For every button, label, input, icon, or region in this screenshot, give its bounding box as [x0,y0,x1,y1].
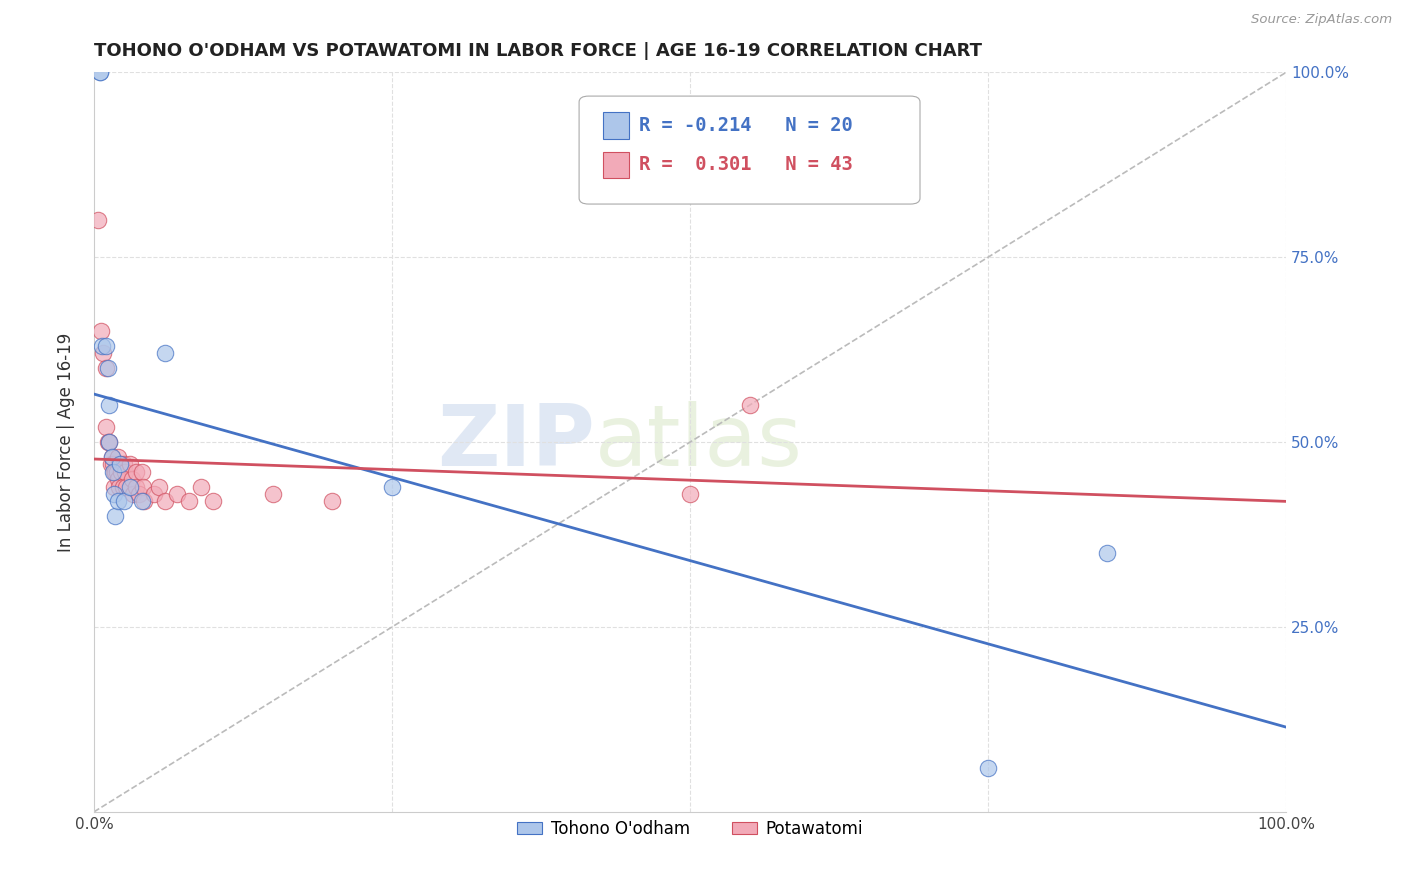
Point [190,479,212,493]
Text: R = -0.214   N = 20: R = -0.214 N = 20 [638,116,852,136]
Text: TOHONO O'ODHAM VS POTAWATOMI IN LABOR FORCE | AGE 16-19 CORRELATION CHART: TOHONO O'ODHAM VS POTAWATOMI IN LABOR FO… [94,42,981,60]
Point [321,494,343,508]
Point [98,435,121,450]
Point [105,465,128,479]
FancyBboxPatch shape [603,152,628,178]
Point [118,479,141,493]
Point [101,450,124,464]
Point [97,361,120,376]
Point [738,398,761,412]
Point [94,420,117,434]
Point [93,346,115,360]
Point [121,472,143,486]
Point [101,458,124,472]
Point [148,479,170,493]
Point [202,494,225,508]
Text: atlas: atlas [595,401,803,483]
Point [101,450,124,464]
Point [679,487,702,501]
Point [114,465,136,479]
Point [91,339,114,353]
Point [179,494,201,508]
Point [142,487,165,501]
Text: Source: ZipAtlas.com: Source: ZipAtlas.com [1251,13,1392,27]
Point [98,398,121,412]
Legend: Tohono O'odham, Potawatomi: Tohono O'odham, Potawatomi [510,813,869,844]
Point [104,465,127,479]
Point [124,479,146,493]
Point [97,435,120,450]
Point [1095,546,1118,560]
Point [131,494,153,508]
Point [103,465,125,479]
Point [94,361,117,376]
Point [104,509,127,524]
Point [112,458,135,472]
Point [94,339,117,353]
Point [108,458,131,472]
Point [98,435,121,450]
FancyBboxPatch shape [603,112,628,139]
FancyBboxPatch shape [579,96,920,204]
Point [118,458,141,472]
Point [90,324,112,338]
Point [89,65,111,79]
Point [166,487,188,501]
Point [111,479,134,493]
Point [977,760,1000,774]
Point [155,494,177,508]
Text: R =  0.301   N = 43: R = 0.301 N = 43 [638,155,852,174]
Point [101,465,124,479]
Point [131,465,153,479]
Point [132,494,155,508]
Point [107,472,129,486]
Point [103,479,125,493]
Point [128,487,150,501]
Point [107,450,129,464]
Point [381,479,404,493]
Point [100,458,122,472]
Point [110,465,132,479]
Point [86,213,108,227]
Point [155,346,177,360]
Point [115,479,138,493]
Text: ZIP: ZIP [437,401,595,483]
Point [108,479,131,493]
Point [108,458,131,472]
Point [262,487,284,501]
Point [107,494,129,508]
Point [103,487,125,501]
Point [124,465,146,479]
Point [132,479,155,493]
Point [89,65,111,79]
Y-axis label: In Labor Force | Age 16-19: In Labor Force | Age 16-19 [58,333,75,552]
Point [122,487,145,501]
Point [112,494,135,508]
